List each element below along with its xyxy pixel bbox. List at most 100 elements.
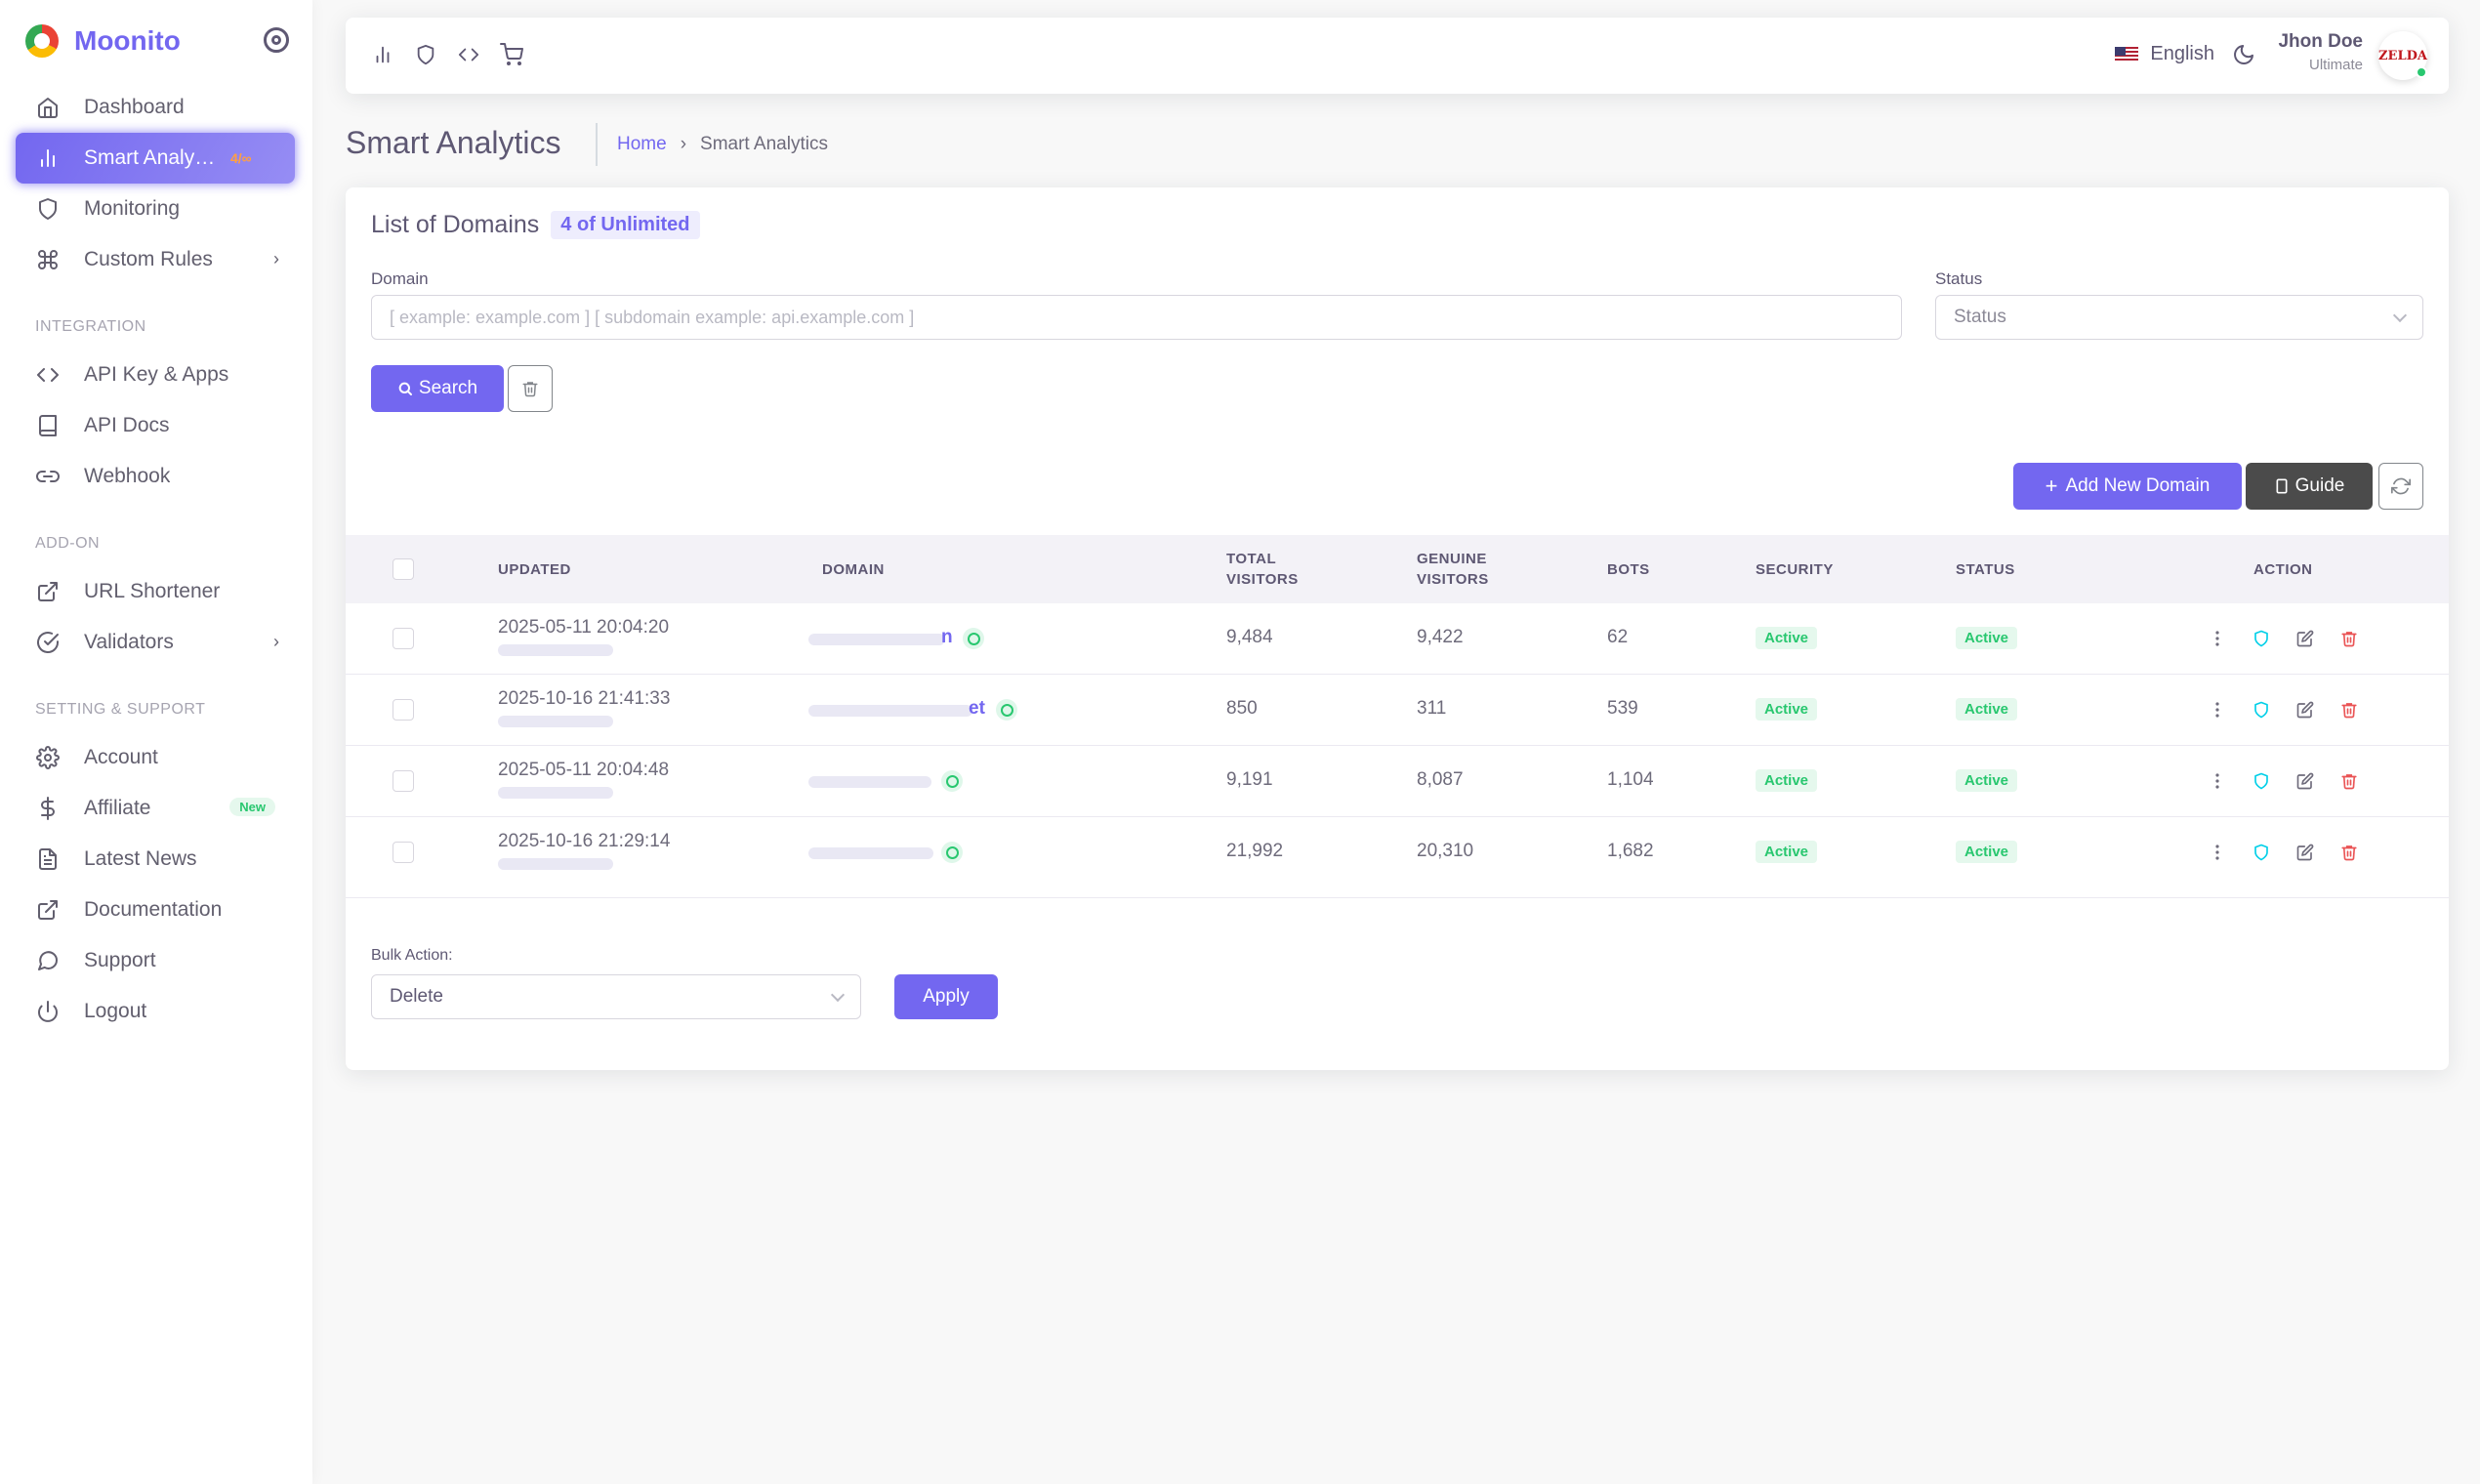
bulk-action-value: Delete: [390, 986, 443, 1007]
user-info[interactable]: Jhon Doe Ultimate: [2278, 31, 2363, 73]
code-icon[interactable]: [457, 43, 480, 66]
edit-icon[interactable]: [2294, 842, 2316, 863]
sidebar-item-validators[interactable]: Validators ›: [16, 617, 295, 668]
shield-icon[interactable]: [2251, 628, 2272, 649]
domain-link[interactable]: n: [941, 627, 953, 647]
power-icon: [35, 999, 61, 1024]
sidebar-item-webhook[interactable]: Webhook: [16, 451, 295, 502]
shield-icon[interactable]: [2251, 842, 2272, 863]
header-updated[interactable]: UPDATED: [498, 561, 571, 578]
brand[interactable]: Moonito: [0, 0, 312, 82]
apply-button[interactable]: Apply: [894, 974, 998, 1019]
shield-icon[interactable]: [2251, 699, 2272, 721]
domain-input[interactable]: [ example: example.com ] [ subdomain exa…: [371, 295, 1902, 340]
external-link-icon: [35, 897, 61, 923]
moon-icon[interactable]: [2232, 43, 2257, 68]
more-vertical-icon[interactable]: [2207, 842, 2228, 863]
clear-filter-button[interactable]: [508, 365, 553, 412]
header-security[interactable]: SECURITY: [1756, 561, 1834, 578]
file-text-icon: [35, 846, 61, 872]
total-visitors-cell: 850: [1226, 698, 1258, 719]
message-circle-icon: [35, 948, 61, 973]
main-nav: Dashboard Smart Analytics 4/∞ Monitoring…: [0, 82, 312, 285]
header-genuine-visitors[interactable]: GENUINE VISITORS: [1417, 549, 1489, 590]
sidebar-toggle-icon[interactable]: [264, 27, 289, 53]
external-link-icon: [35, 579, 61, 604]
trash-icon[interactable]: [2338, 628, 2360, 649]
header-total-visitors[interactable]: TOTAL VISITORS: [1226, 549, 1299, 590]
sidebar-item-account[interactable]: Account: [16, 732, 295, 783]
trash-icon[interactable]: [2338, 770, 2360, 792]
sidebar-item-label: Documentation: [84, 898, 223, 921]
language-selector[interactable]: English: [2115, 43, 2214, 65]
link-icon: [35, 464, 61, 489]
bar-chart-icon[interactable]: [371, 43, 394, 66]
sidebar-item-api-docs[interactable]: API Docs: [16, 400, 295, 451]
header-bots[interactable]: BOTS: [1607, 561, 1650, 578]
row-checkbox[interactable]: [393, 842, 414, 863]
more-vertical-icon[interactable]: [2207, 699, 2228, 721]
sidebar-item-label: API Key & Apps: [84, 363, 229, 386]
table-row: 2025-10-16 21:41:33 et 850 311 539 Activ…: [346, 675, 2449, 746]
apply-button-label: Apply: [923, 986, 970, 1007]
more-vertical-icon[interactable]: [2207, 628, 2228, 649]
table-header: UPDATED DOMAIN TOTAL VISITORS GENUINE VI…: [346, 535, 2449, 603]
sidebar-item-label: Webhook: [84, 465, 171, 487]
sidebar-item-affiliate[interactable]: Affiliate New: [16, 783, 295, 834]
sidebar-item-monitoring[interactable]: Monitoring: [16, 184, 295, 234]
breadcrumb-home[interactable]: Home: [617, 134, 667, 154]
row-checkbox[interactable]: [393, 628, 414, 649]
sidebar-item-api-key[interactable]: API Key & Apps: [16, 350, 295, 400]
sidebar-item-custom-rules[interactable]: Custom Rules ›: [16, 234, 295, 285]
header-action: ACTION: [2253, 561, 2313, 578]
chevron-right-icon: ›: [273, 632, 279, 651]
table-row: 2025-05-11 20:04:20 n 9,484 9,422 62 Act…: [346, 603, 2449, 675]
header-domain[interactable]: DOMAIN: [822, 561, 885, 578]
shield-icon[interactable]: [2251, 770, 2272, 792]
shield-icon: [35, 196, 61, 222]
sidebar-item-logout[interactable]: Logout: [16, 986, 295, 1037]
edit-icon[interactable]: [2294, 628, 2316, 649]
redacted-domain: [808, 705, 972, 717]
header-status[interactable]: STATUS: [1956, 561, 2015, 578]
sidebar-item-url-shortener[interactable]: URL Shortener: [16, 566, 295, 617]
trash-icon[interactable]: [2338, 842, 2360, 863]
row-checkbox[interactable]: [393, 699, 414, 721]
search-button[interactable]: Search: [371, 365, 504, 412]
avatar[interactable]: ZELDA: [2378, 31, 2427, 80]
trash-icon[interactable]: [2338, 699, 2360, 721]
refresh-button[interactable]: [2378, 463, 2423, 510]
sidebar-item-label: Smart Analytics: [84, 146, 221, 169]
chevron-down-icon: [2392, 308, 2408, 323]
more-vertical-icon[interactable]: [2207, 770, 2228, 792]
total-visitors-cell: 9,484: [1226, 627, 1273, 647]
edit-icon[interactable]: [2294, 699, 2316, 721]
bulk-action-select[interactable]: Delete: [371, 974, 861, 1019]
status-label: Status: [1935, 269, 1983, 288]
new-badge: New: [229, 798, 275, 816]
updated-cell: 2025-10-16 21:41:33: [498, 688, 671, 709]
guide-button-label: Guide: [2294, 475, 2345, 496]
add-new-domain-button[interactable]: + Add New Domain: [2013, 463, 2242, 510]
bulk-action-label: Bulk Action:: [371, 947, 453, 964]
sidebar-item-smart-analytics[interactable]: Smart Analytics 4/∞: [16, 133, 295, 184]
status-badge: Active: [1956, 698, 2018, 721]
nav-section-support: SETTING & SUPPORT: [35, 701, 206, 718]
sidebar-item-documentation[interactable]: Documentation: [16, 885, 295, 935]
sidebar: Moonito Dashboard Smart Analytics 4/∞ Mo…: [0, 0, 312, 1484]
sidebar-item-dashboard[interactable]: Dashboard: [16, 82, 295, 133]
domain-link[interactable]: et: [969, 698, 985, 719]
sidebar-item-label: Custom Rules: [84, 248, 213, 270]
shopping-cart-icon[interactable]: [500, 43, 523, 66]
redacted-text: [498, 858, 613, 870]
select-all-checkbox[interactable]: [393, 558, 414, 580]
row-checkbox[interactable]: [393, 770, 414, 792]
verified-icon: [996, 699, 1017, 721]
addon-nav: URL Shortener Validators ›: [0, 566, 312, 668]
sidebar-item-support[interactable]: Support: [16, 935, 295, 986]
status-select[interactable]: Status: [1935, 295, 2423, 340]
edit-icon[interactable]: [2294, 770, 2316, 792]
sidebar-item-latest-news[interactable]: Latest News: [16, 834, 295, 885]
guide-button[interactable]: Guide: [2246, 463, 2373, 510]
shield-icon[interactable]: [414, 43, 437, 66]
